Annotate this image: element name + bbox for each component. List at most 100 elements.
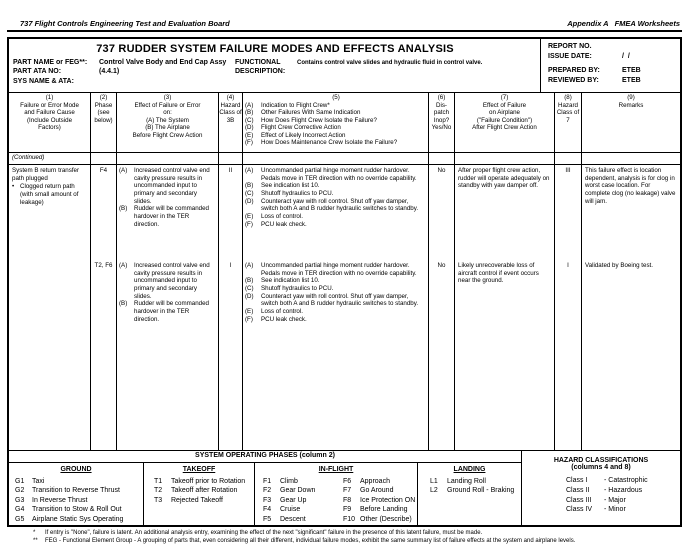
report-no-label: REPORT NO. <box>548 43 592 50</box>
legend-item: F1 Climb <box>263 477 343 486</box>
ground-list: G1 Taxi G2 Transition to Reverse Thrust G3… <box>9 477 143 524</box>
phase-cell: F4 <box>91 165 117 260</box>
fmea-worksheet-page: 737 Flight Controls Engineering Test and… <box>0 0 689 546</box>
col5-item: (B) Other Failures With Same Indication <box>245 109 427 117</box>
issue-date-value: / / <box>622 53 630 61</box>
item-tag: F8 <box>343 496 352 504</box>
item-tag: (E) <box>245 131 254 139</box>
phases-legend-title: SYSTEM OPERATING PHASES (column 2) <box>9 451 521 463</box>
phases-inflight: IN-FLIGHT F1 Climb F2 Gear Down F3 Gear Up … <box>255 463 418 525</box>
effect-item: (A) Increased control valve end cavity pr… <box>119 262 216 300</box>
item-tag: F6 <box>343 478 352 485</box>
footnote-text: FEG - Functional Element Group - A group… <box>45 537 576 544</box>
item-text: How Does Flight Crew Isolate the Failure… <box>261 116 377 124</box>
item-text: Before Landing <box>360 506 408 514</box>
phases-sections: GROUND G1 Taxi G2 Transition to Reverse Th… <box>9 463 521 525</box>
item-text: Flight Crew Corrective Action <box>261 124 341 132</box>
item-text: Counteract yaw with roll control. Shut o… <box>261 292 419 308</box>
col6-number: (6) <box>437 94 446 101</box>
effects-cell: (A) Increased control valve end cavity pr… <box>117 260 219 450</box>
footnote-marker: * <box>33 530 36 536</box>
legend-item: F7 Go Around <box>343 486 415 495</box>
column-header-2: (2) Phase (see below) <box>91 93 117 152</box>
hazard-legend-subtitle: (columns 4 and 8) <box>571 464 631 471</box>
indication-item: (C) Shutoff hydraulics to PCU. <box>245 285 426 293</box>
indication-item: (B) See indication list 10. <box>245 277 426 285</box>
effect-item: (B) Rudder will be commanded hardover in … <box>119 300 216 323</box>
column-header-5: (5) (A) Indication to Flight Crew* (B) Oth… <box>243 93 429 152</box>
running-header: 737 Flight Controls Engineering Test and… <box>0 0 689 28</box>
legend-item: G5 Airplane Static Sys Operating <box>15 515 143 524</box>
item-text: Effect of Likely Incorrect Action <box>261 131 346 139</box>
item-text: Rudder will be commanded hardover in the… <box>134 300 209 323</box>
item-tag: G2 <box>15 487 25 495</box>
sys-name-label: SYS NAME & ATA: <box>13 77 74 85</box>
effects-cell: (A) Increased control valve end cavity pr… <box>117 165 219 260</box>
indication-item: (F) PCU leak check. <box>245 221 426 229</box>
inflight-columns: F1 Climb F2 Gear Down F3 Gear Up F4 Cruise F… <box>255 477 417 524</box>
item-tag: (B) <box>245 277 254 285</box>
item-tag: T2 <box>154 487 163 495</box>
item-tag: (B) <box>245 182 254 190</box>
item-tag: F5 <box>263 515 272 523</box>
bullet: • <box>12 183 15 191</box>
indications-cell: (A) Uncommanded partial hinge moment rudd… <box>243 260 429 450</box>
item-text: - Hazardous <box>604 486 643 494</box>
item-text: Landing Roll <box>447 478 486 485</box>
item-text: Indication to Flight Crew* <box>261 101 330 109</box>
legend-item: F8 Ice Protection ON <box>343 496 415 505</box>
item-text: Cruise <box>280 506 301 514</box>
header-rule <box>7 30 682 32</box>
column-header-7: (7) Effect of Failure on Airplane ("Fail… <box>455 93 555 152</box>
landing-title: LANDING <box>453 466 486 473</box>
empty-cell <box>219 153 243 165</box>
legend-item: F2 Gear Down <box>263 486 343 495</box>
column-header-1: (1) Failure or Error Mode and Failure Ca… <box>9 93 91 152</box>
item-tag: (F) <box>245 315 253 323</box>
part-ata-label: PART ATA NO: <box>13 68 62 76</box>
legend-item: F10 Other (Describe) <box>343 515 415 524</box>
item-tag: L1 <box>430 478 438 485</box>
col9-number: (9) <box>627 94 635 101</box>
report-block: REPORT NO. ISSUE DATE: / / PREPARED BY: … <box>540 39 680 92</box>
item-tag: G4 <box>15 506 25 514</box>
continued-label: (Continued) <box>9 153 91 165</box>
item-tag: (C) <box>245 285 254 293</box>
item-text: Rudder will be commanded hardover in the… <box>134 205 209 228</box>
indication-item: (D) Counteract yaw with roll control. Shu… <box>245 198 426 213</box>
fmea-table: 737 RUDDER SYSTEM FAILURE MODES AND EFFE… <box>7 37 682 527</box>
item-tag: F3 <box>263 496 272 504</box>
item-text: Ground Roll - Braking <box>447 487 515 495</box>
indications-cell: (A) Uncommanded partial hinge moment rudd… <box>243 165 429 260</box>
failure-cause-item: • Clogged return path (with small amount… <box>12 183 88 206</box>
col2-text: Phase (see below) <box>94 101 113 124</box>
empty-cell <box>117 153 219 165</box>
column-header-6: (6) Dis- patch Inop? Yes/No <box>429 93 455 152</box>
item-tag: F9 <box>343 506 352 514</box>
empty-cell <box>243 153 429 165</box>
item-tag: (B) <box>245 109 254 117</box>
legend-item: F3 Gear Up <box>263 496 343 505</box>
item-tag: (C) <box>245 116 254 124</box>
item-text: - Catastrophic <box>604 477 648 484</box>
legend-item: T3 Rejected Takeoff <box>154 496 254 505</box>
item-tag: (A) <box>245 167 254 174</box>
col7-text: Effect of Failure on Airplane ("Failure … <box>472 101 537 132</box>
item-text: Takeoff prior to Rotation <box>171 478 246 485</box>
item-text: - Minor <box>604 506 626 514</box>
footnotes: * If entry is "None", failure is latent.… <box>33 530 679 546</box>
col8-number: (8) <box>564 94 572 101</box>
item-text: Other (Describe) <box>360 515 412 523</box>
column-header-8: (8) Hazard Class of 7 <box>555 93 582 152</box>
part-ata-value: (4.4.1) <box>99 68 120 76</box>
col4-text: Hazard Class of 3B <box>219 101 242 124</box>
footnote: * If entry is "None", failure is latent.… <box>33 530 679 538</box>
indication-item: (E) Loss of control. <box>245 213 426 221</box>
item-text: Shutoff hydraulics to PCU. <box>261 190 334 198</box>
dispatch-cell: No <box>429 260 455 450</box>
footnote-marker: ** <box>33 537 38 544</box>
column-header-4: (4) Hazard Class of 3B <box>219 93 243 152</box>
item-text: Increased control valve end cavity press… <box>134 262 210 300</box>
col3-number: (3) <box>163 94 172 101</box>
item-text: Climb <box>280 478 298 485</box>
